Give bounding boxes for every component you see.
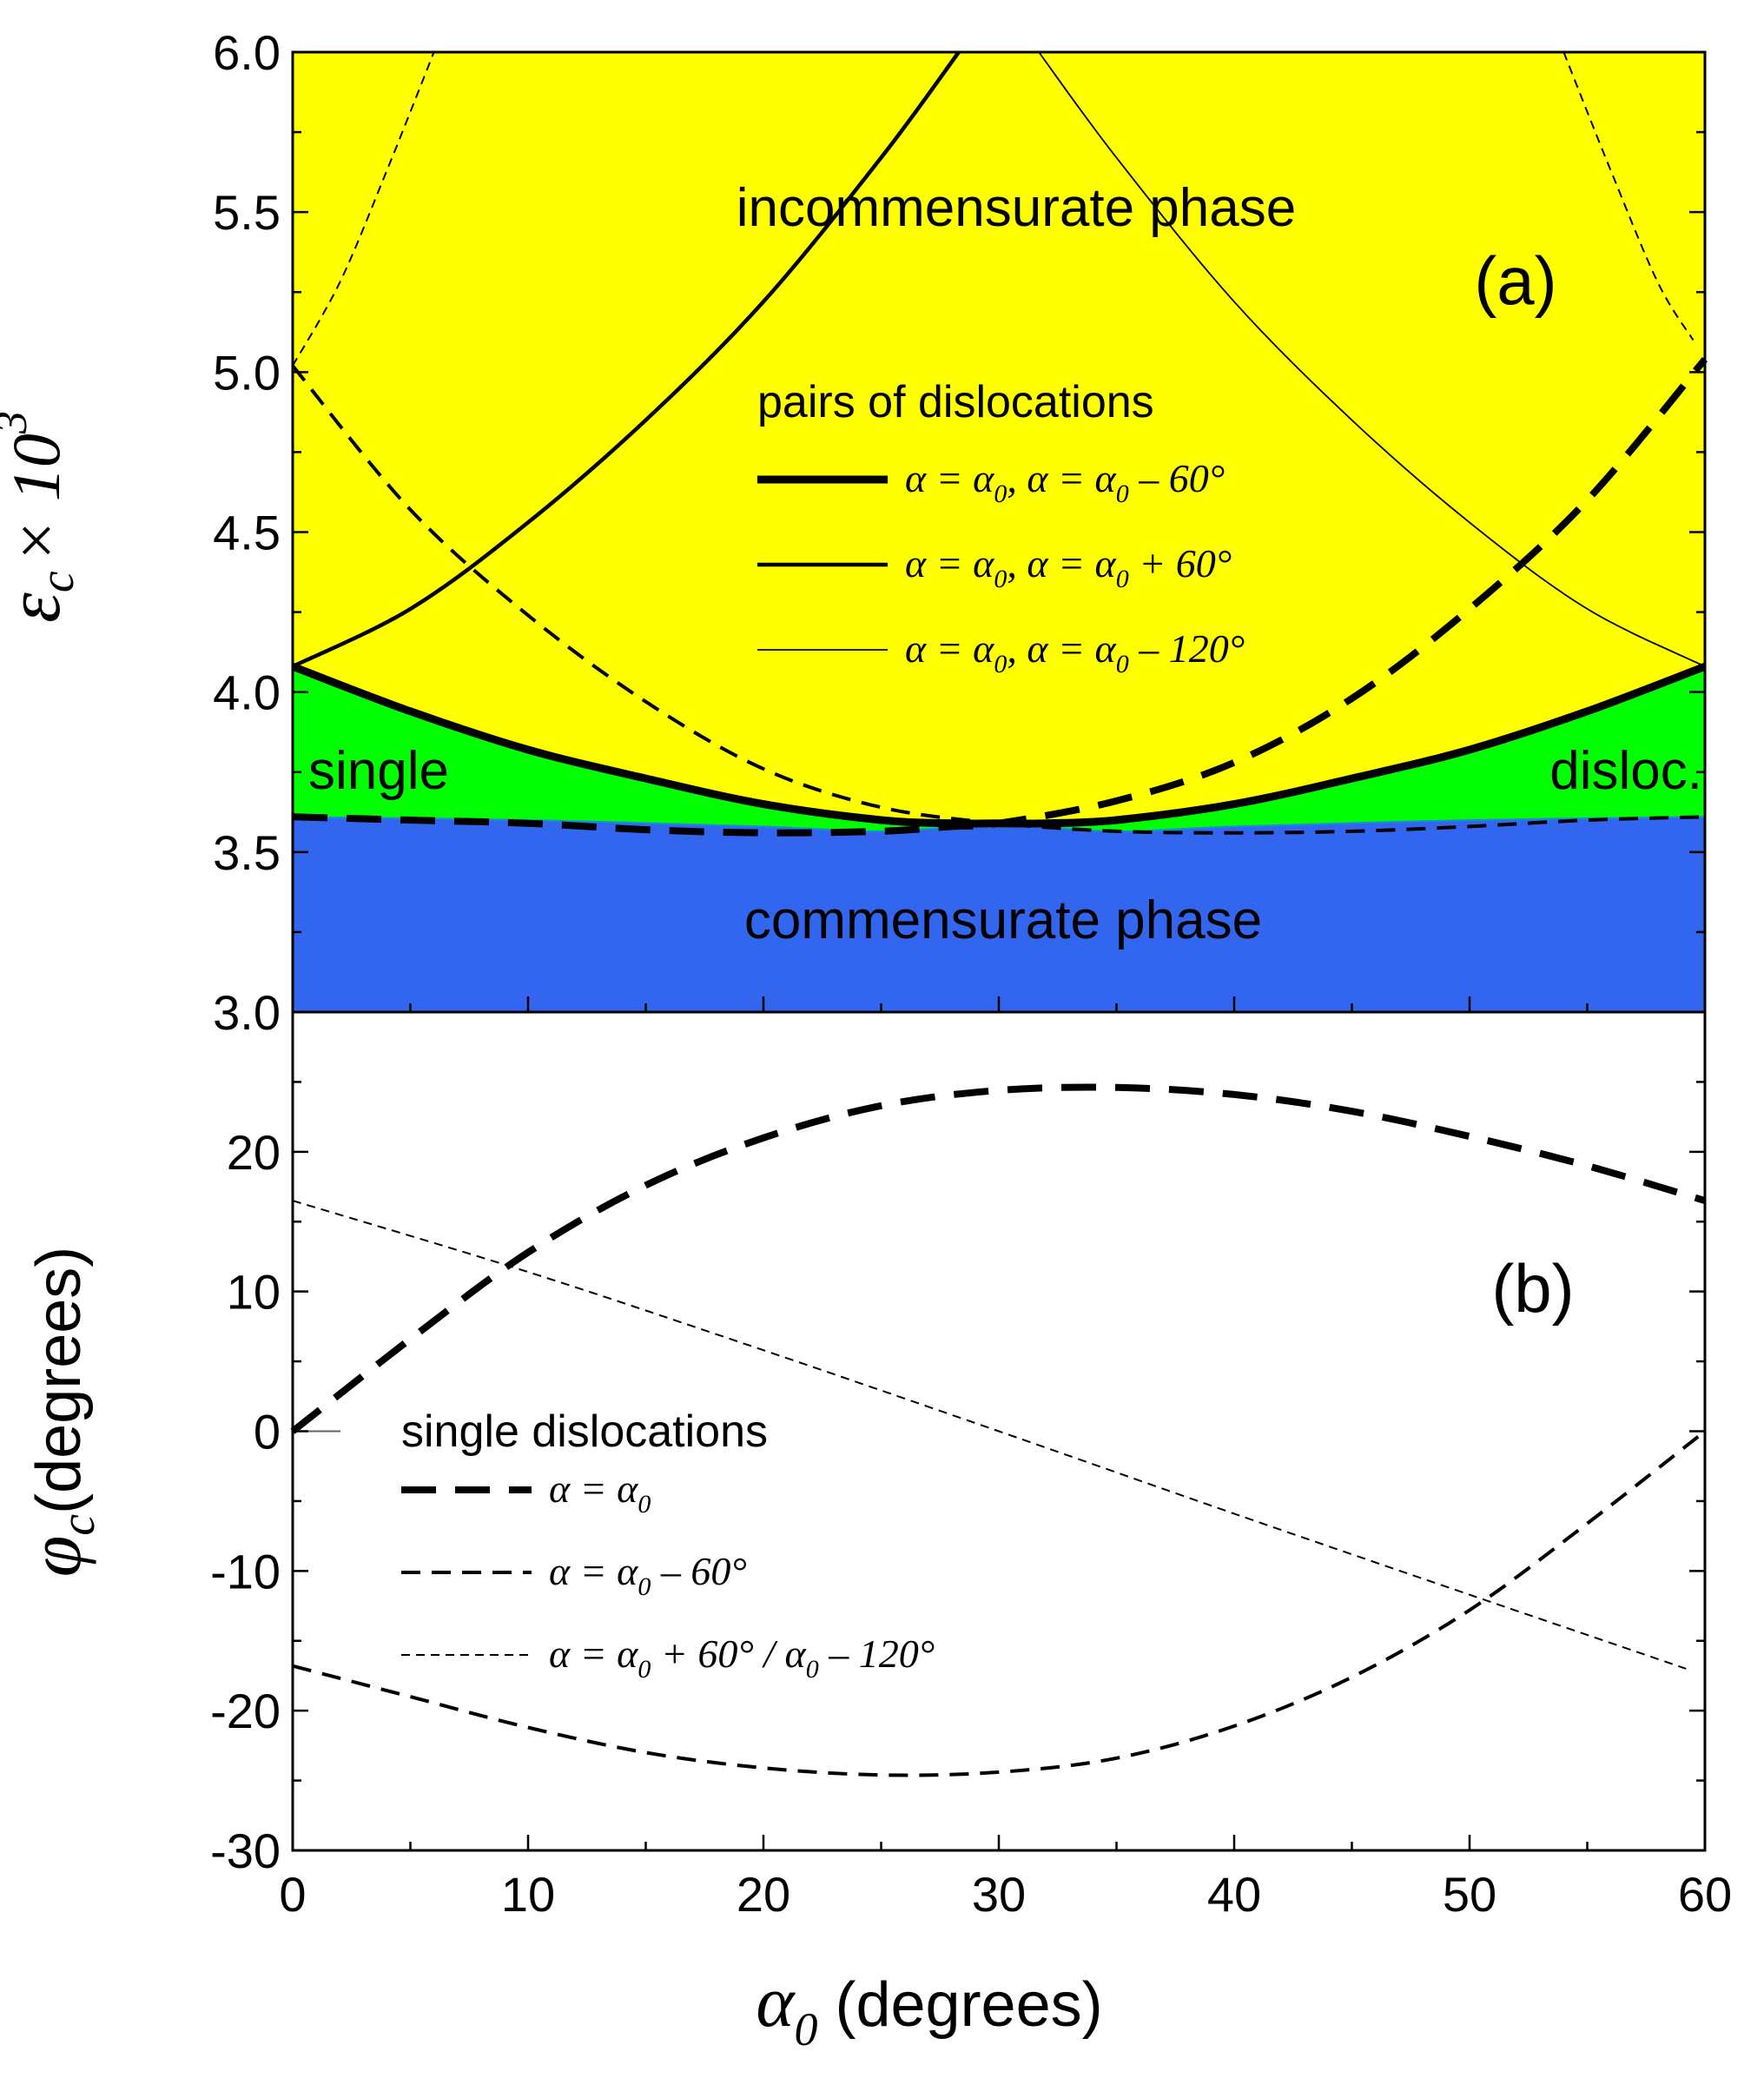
legend-a-title: pairs of dislocations: [757, 377, 1154, 427]
single-dislocation-region: [293, 666, 1705, 831]
b-legend-part: – 120°: [819, 1631, 935, 1676]
a-legend-part: , α = α: [1007, 626, 1116, 671]
a-legend-part: 0: [1116, 480, 1129, 508]
a-legend-part: 0: [1116, 650, 1129, 678]
a-y-tick-label: 6.0: [213, 25, 281, 80]
a-legend-part: , α = α: [1007, 456, 1116, 500]
a-y-tick-label: 4.0: [213, 665, 281, 720]
svg-text:εc× 103: εc × 103: [0, 411, 84, 623]
b-x-tick-label: 0: [279, 1867, 306, 1922]
y-axis-title-b: φc(degrees): [13, 1247, 105, 1578]
b-legend-part: 0: [638, 1490, 651, 1519]
a-legend-label: α = α0, α = α0 – 120°: [905, 626, 1245, 678]
a-y-tick-label: 4.5: [213, 506, 281, 560]
b-x-tick-label: 30: [972, 1867, 1026, 1922]
b-legend-part: + 60° / α: [651, 1631, 806, 1676]
x-title-symbol: α: [756, 1962, 796, 2042]
a-legend-part: 0: [994, 480, 1007, 508]
y-title-b-sub: c: [51, 1514, 105, 1536]
a-legend-part: α = α: [905, 626, 994, 671]
a-legend-part: 0: [1116, 565, 1129, 593]
disloc-label: disloc.: [1549, 741, 1702, 801]
incommensurate-label: incommensurate phase: [737, 178, 1296, 238]
a-legend-label: α = α0, α = α0 – 60°: [905, 456, 1225, 508]
panel-a-ticks: 3.0 3.5 4.0 4.5 5.0 5.5 6.0: [213, 25, 1707, 1040]
a-legend-label: α = α0, α = α0 + 60°: [905, 541, 1232, 593]
b-series-single-medium-dash: [292, 1429, 1707, 1777]
b-x-tick-label: 50: [1443, 1867, 1496, 1922]
panel-a: 3.0 3.5 4.0 4.5 5.0 5.5 6.0 incommensurate pha…: [0, 25, 1708, 1040]
b-y-tick-label: 20: [227, 1125, 281, 1180]
a-legend-part: 0: [994, 565, 1007, 593]
b-y-tick-label: -30: [210, 1823, 281, 1878]
a-legend-part: 0: [994, 650, 1007, 678]
b-x-tick-label: 10: [501, 1867, 555, 1922]
a-y-tick-label: 5.0: [213, 345, 281, 400]
y-axis-title-a: εc × 103: [0, 411, 84, 623]
a-legend-part: α = α: [905, 541, 994, 586]
b-series-single-thick-dash: [290, 1083, 1707, 1434]
b-x-tick-label: 20: [737, 1867, 790, 1922]
b-legend-part: – 60°: [651, 1549, 746, 1593]
b-y-tick-label: -20: [210, 1684, 281, 1738]
legend-b-title: single dislocations: [401, 1406, 768, 1457]
y-title-b-symbol: φ: [13, 1536, 96, 1578]
panel-b: 0 10 20 30 40 50 60 -30 -20 -10 0 10 20 (b) single d…: [13, 1010, 1732, 2055]
a-y-tick-label: 3.5: [213, 825, 281, 880]
b-x-tick-label: 40: [1207, 1867, 1261, 1922]
a-series-single-thin-dash: [292, 51, 435, 367]
a-legend-part: – 120°: [1129, 626, 1245, 671]
panel-a-series: [291, 50, 1708, 837]
a-y-tick-label: 3.0: [213, 985, 281, 1040]
single-label: single: [308, 741, 449, 801]
panel-b-label: (b): [1491, 1250, 1574, 1327]
b-legend-part: α = α: [549, 1466, 638, 1511]
a-legend-part: α = α: [905, 456, 994, 500]
b-legend-part: α = α: [549, 1549, 638, 1593]
b-legend-label: α = α0 – 60°: [549, 1549, 747, 1601]
b-legend-label: α = α0 + 60° / α0 – 120°: [549, 1631, 935, 1684]
b-legend-label: α = α0: [549, 1466, 651, 1519]
b-series-single-thin-dash: [292, 1200, 1687, 1670]
y-title-a-sub: c: [30, 571, 84, 592]
legend-a: α = α0, α = α0 – 60°α = α0, α = α0 + 60°…: [757, 456, 1245, 678]
x-axis-title: α0 (degrees): [756, 1962, 1102, 2055]
y-title-a-text: × 10: [0, 433, 74, 564]
a-series-single-medium-dash: [291, 364, 1706, 835]
a-y-tick-label: 5.5: [213, 185, 281, 240]
legend-b: α = α0α = α0 – 60°α = α0 + 60° / α0 – 12…: [401, 1466, 935, 1684]
b-legend-part: 0: [638, 1655, 651, 1684]
a-series-pair-thin-solid: [1038, 51, 1706, 668]
commensurate-label: commensurate phase: [744, 890, 1262, 950]
x-title-text: (degrees): [817, 1970, 1102, 2040]
a-series-single-thin-dash: [1562, 51, 1695, 341]
a-legend-part: – 60°: [1129, 456, 1225, 500]
b-x-tick-label: 60: [1678, 1867, 1732, 1922]
b-legend-part: α = α: [549, 1631, 638, 1676]
b-y-tick-label: 0: [254, 1405, 281, 1459]
b-y-tick-label: 10: [227, 1265, 281, 1320]
b-legend-part: 0: [638, 1572, 651, 1601]
panel-b-ticks: 0 10 20 30 40 50 60 -30 -20 -10 0 10 20: [210, 1010, 1732, 1922]
panel-a-label: (a): [1474, 242, 1556, 319]
a-series-pair-medium-solid: [292, 50, 961, 669]
y-title-a-symbol: ε: [0, 592, 76, 623]
y-title-a-sup: 3: [0, 411, 36, 434]
svg-text:φc(degrees): φc(degrees): [13, 1247, 105, 1578]
phase-regions: [292, 52, 1706, 1012]
a-legend-part: , α = α: [1007, 541, 1116, 586]
b-y-tick-label: -10: [210, 1544, 281, 1598]
a-legend-part: + 60°: [1129, 541, 1232, 586]
x-title-sub: 0: [794, 2003, 817, 2055]
y-title-b-text: (degrees): [24, 1247, 94, 1514]
commensurate-region: [293, 817, 1705, 1012]
b-legend-part: 0: [806, 1655, 819, 1684]
